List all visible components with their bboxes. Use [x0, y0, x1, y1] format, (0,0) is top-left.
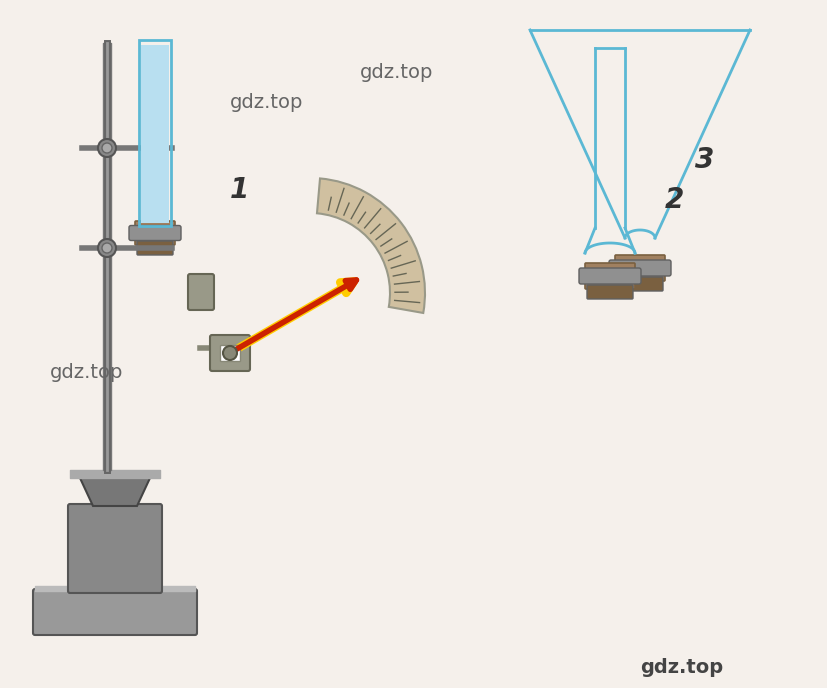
Text: 1: 1 [230, 176, 249, 204]
FancyBboxPatch shape [585, 263, 635, 289]
FancyBboxPatch shape [615, 255, 665, 281]
Circle shape [98, 239, 116, 257]
Text: gdz.top: gdz.top [360, 63, 433, 82]
Wedge shape [317, 178, 425, 313]
Text: gdz.top: gdz.top [50, 363, 123, 382]
FancyBboxPatch shape [135, 221, 175, 245]
FancyBboxPatch shape [220, 345, 240, 361]
FancyBboxPatch shape [141, 45, 169, 223]
Polygon shape [80, 478, 150, 506]
FancyBboxPatch shape [68, 504, 162, 593]
Circle shape [102, 243, 112, 253]
FancyBboxPatch shape [33, 589, 197, 635]
FancyBboxPatch shape [210, 335, 250, 371]
FancyBboxPatch shape [587, 285, 633, 299]
Text: 3: 3 [695, 146, 715, 174]
FancyBboxPatch shape [188, 274, 214, 310]
Text: gdz.top: gdz.top [640, 658, 723, 677]
FancyBboxPatch shape [129, 226, 181, 241]
FancyBboxPatch shape [137, 241, 173, 255]
Circle shape [98, 139, 116, 157]
FancyBboxPatch shape [617, 277, 663, 291]
Circle shape [102, 143, 112, 153]
FancyBboxPatch shape [579, 268, 641, 284]
Circle shape [223, 346, 237, 360]
Text: 2: 2 [665, 186, 684, 214]
Text: gdz.top: gdz.top [230, 93, 304, 112]
FancyBboxPatch shape [609, 260, 671, 276]
